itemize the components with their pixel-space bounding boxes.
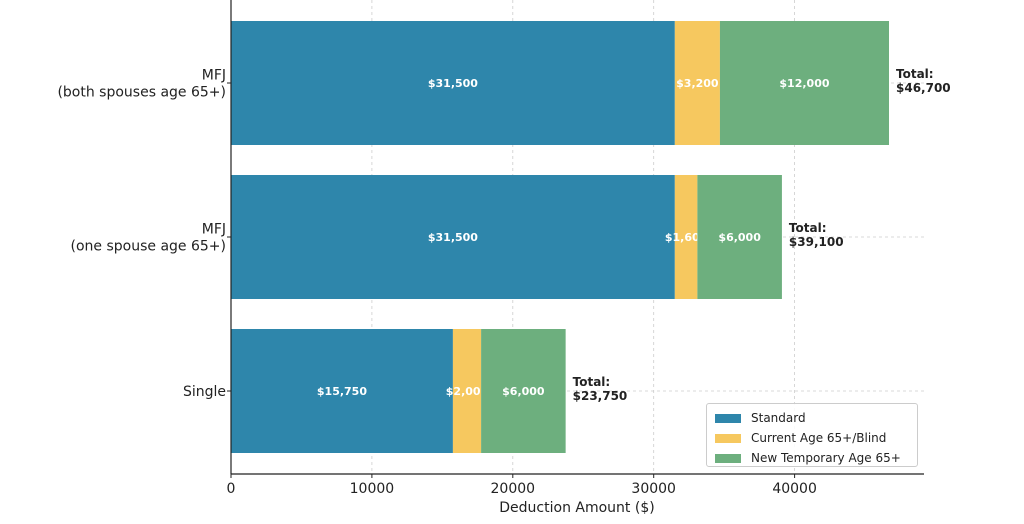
legend-swatch-standard <box>715 413 741 423</box>
data-label-0-0: $31,500 <box>428 77 478 90</box>
x-tick-label-4: 40000 <box>772 481 817 497</box>
x-tick-label-1: 10000 <box>350 481 395 497</box>
x-axis-label: Deduction Amount ($) <box>499 500 654 516</box>
legend-item-standard: Standard <box>715 408 917 428</box>
bar-segment-2-1 <box>452 329 482 453</box>
bar-segment-1-0 <box>231 175 675 299</box>
data-label-0-1: $3,200 <box>676 77 719 90</box>
data-label-1-1: $1,600 <box>665 231 708 244</box>
y-tick-label-0-1: (both spouses age 65+) <box>57 85 226 101</box>
y-tick-label-0-0: MFJ <box>202 68 226 84</box>
bars: $31,500 $3,200 $12,000Total:$46,700$31,500… <box>231 21 951 453</box>
bar-segment-2-2 <box>481 329 566 453</box>
total-label-value-2: $23,750 <box>573 389 628 403</box>
bar-segment-0-2 <box>719 21 890 145</box>
data-label-2-2: $6,000 <box>502 385 545 398</box>
bar-segment-1-2 <box>697 175 782 299</box>
legend-label-current-age: Current Age 65+/Blind <box>751 431 887 445</box>
legend-swatch-current-age <box>715 433 741 443</box>
total-label-value-1: $39,100 <box>789 235 844 249</box>
data-label-2-0: $15,750 <box>317 385 367 398</box>
legend: Standard Current Age 65+/Blind New Tempo… <box>706 403 918 467</box>
y-tick-label-1-0: MFJ <box>202 222 226 238</box>
legend-item-new-temporary: New Temporary Age 65+ <box>715 448 917 468</box>
legend-label-standard: Standard <box>751 411 806 425</box>
bar-segment-2-0 <box>231 329 453 453</box>
total-label-title-1: Total: <box>789 221 827 235</box>
x-tick-label-3: 30000 <box>631 481 676 497</box>
legend-item-current-age: Current Age 65+/Blind <box>715 428 917 448</box>
data-label-1-0: $31,500 <box>428 231 478 244</box>
y-tick-label-2-0: Single <box>183 384 226 400</box>
bar-segment-0-1 <box>674 21 720 145</box>
legend-swatch-new-temporary <box>715 453 741 463</box>
legend-label-new-temporary: New Temporary Age 65+ <box>751 451 901 465</box>
data-label-2-1: $2,000 <box>446 385 489 398</box>
y-tick-label-1-1: (one spouse age 65+) <box>71 239 226 255</box>
bar-segment-0-0 <box>231 21 675 145</box>
data-label-1-2: $6,000 <box>718 231 761 244</box>
x-tick-label-0: 0 <box>227 481 236 497</box>
total-label-value-0: $46,700 <box>896 81 951 95</box>
x-tick-label-2: 20000 <box>491 481 536 497</box>
total-label-title-0: Total: <box>896 67 934 81</box>
data-label-0-2: $12,000 <box>779 77 829 90</box>
total-label-title-2: Total: <box>573 375 611 389</box>
bar-segment-1-1 <box>674 175 698 299</box>
